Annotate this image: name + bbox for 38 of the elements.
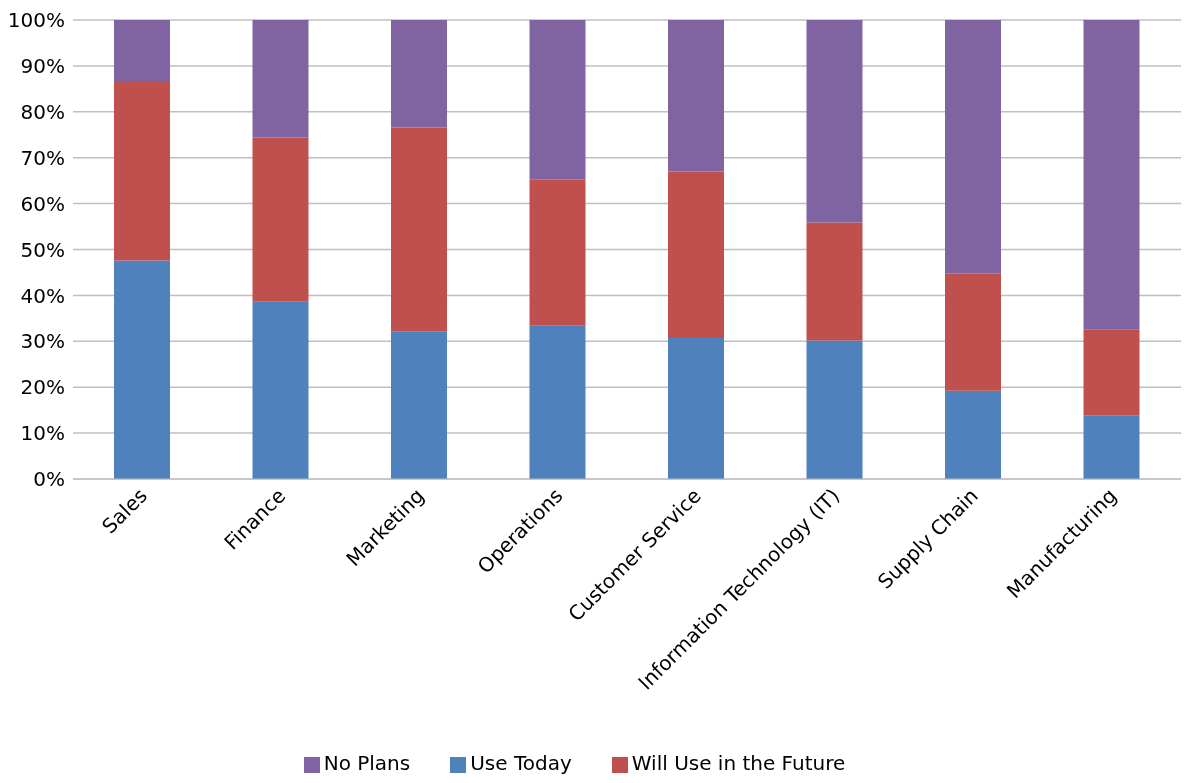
y-tick-label: 80% <box>20 99 65 124</box>
bar <box>945 273 1001 391</box>
bar <box>668 338 724 479</box>
bar <box>252 137 309 302</box>
bar <box>391 127 447 332</box>
y-tick-label: 10% <box>20 421 65 446</box>
bar <box>806 222 863 341</box>
bar <box>945 390 1001 479</box>
bar <box>806 340 863 479</box>
bar <box>529 179 586 326</box>
y-tick-label: 0% <box>33 467 65 492</box>
bar <box>806 20 863 223</box>
bar <box>391 20 447 128</box>
bar <box>1083 415 1140 479</box>
y-tick-label: 50% <box>20 237 65 262</box>
bar <box>1083 20 1140 330</box>
legend-label: Will Use in the Future <box>631 751 846 775</box>
legend-label: No Plans <box>323 751 411 775</box>
bar <box>668 171 724 339</box>
bar <box>252 301 309 479</box>
y-tick-label: 60% <box>20 191 65 216</box>
bar <box>529 325 586 479</box>
y-tick-label: 70% <box>20 145 65 170</box>
y-tick-label: 100% <box>7 8 65 33</box>
bar <box>391 331 447 479</box>
y-tick-label: 90% <box>20 54 65 78</box>
bar <box>252 20 309 138</box>
y-tick-label: 40% <box>20 283 65 308</box>
y-tick-label: 20% <box>20 375 65 400</box>
bar <box>945 20 1001 274</box>
bar <box>114 81 170 261</box>
bar <box>1083 329 1140 416</box>
bar <box>114 20 170 82</box>
bar <box>668 20 724 172</box>
bar <box>114 260 170 479</box>
y-tick-label: 30% <box>20 329 65 354</box>
bar <box>529 20 586 180</box>
legend-label: Use Today <box>470 751 572 775</box>
